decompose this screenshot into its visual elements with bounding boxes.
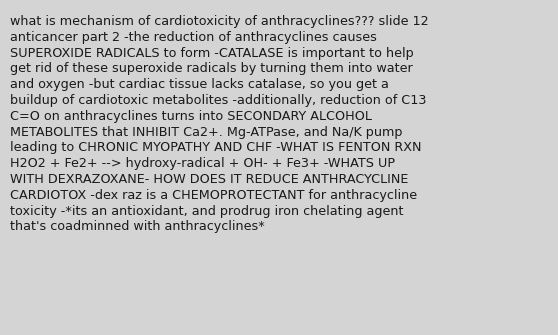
Text: what is mechanism of cardiotoxicity of anthracyclines??? slide 12
anticancer par: what is mechanism of cardiotoxicity of a… xyxy=(10,15,429,233)
